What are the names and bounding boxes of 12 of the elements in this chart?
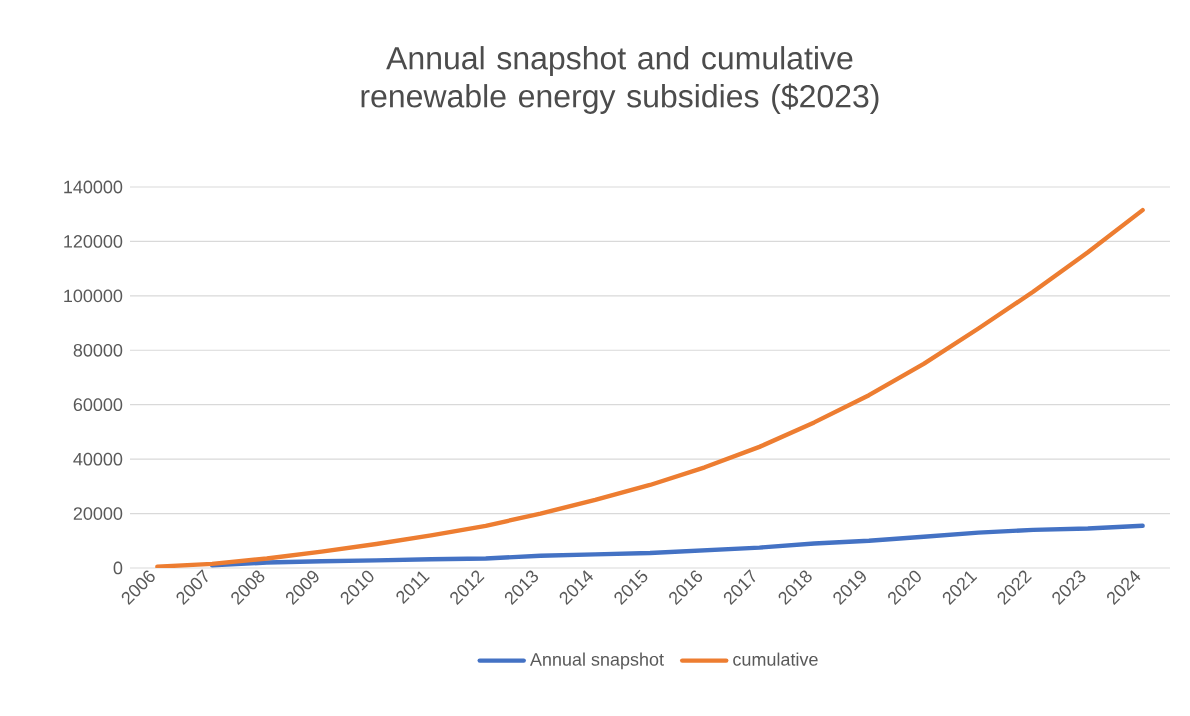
y-tick-label: 120000 <box>64 235 123 248</box>
y-tick-label: 140000 <box>64 180 123 194</box>
legend-label: cumulative <box>733 652 818 666</box>
chart-title: Annual snapshot and cumulative renewable energy subsidies ($2023) <box>361 46 879 114</box>
legend-label: Annual snapshot <box>529 652 664 670</box>
y-tick-label: 80000 <box>73 343 123 357</box>
y-tick-label: 40000 <box>73 452 123 466</box>
y-tick-label: 0 <box>113 561 123 575</box>
y-tick-label: 60000 <box>73 398 123 412</box>
y-tick-label: 100000 <box>64 289 123 303</box>
line-series <box>155 207 1145 568</box>
y-tick-label: 20000 <box>73 507 123 520</box>
